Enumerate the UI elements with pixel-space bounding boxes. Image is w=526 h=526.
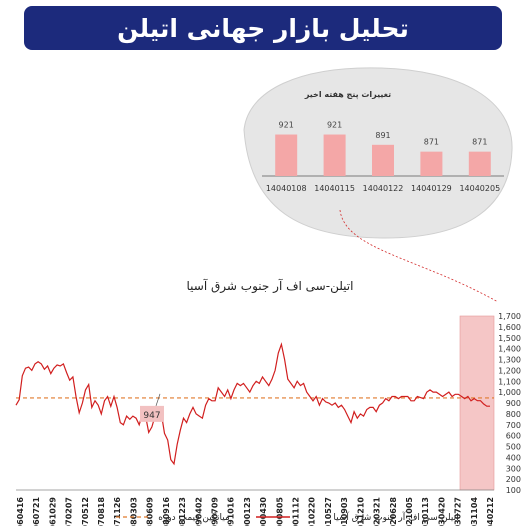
y-tick-label: 700 [506,421,521,430]
inset-category-label: 14040108 [266,184,307,193]
average-annotation: 947 [140,405,164,422]
inset-category-label: 14040205 [459,184,500,193]
inset-value-label: 921 [279,121,294,130]
page-title: تحلیل بازار جهانی اتیلن [24,6,502,50]
price-line [15,342,490,466]
inset-value-label: 921 [327,121,342,130]
x-tick-label: 14030113 [421,497,430,526]
x-tick-label: 14030727 [454,497,463,526]
main-chart-title: اتیلن-سی اف آر جنوب شرق آسیا [187,278,354,294]
x-tick-label: 13980609 [146,497,155,526]
x-tick-label: 14000430 [259,497,268,526]
y-tick-label: 1,200 [498,366,521,375]
annotation-leader [155,393,161,406]
y-tick-label: 300 [506,464,521,473]
x-axis: 13960416 13960721 13961029 13970207 13970512… [16,497,495,526]
y-tick-label: 1,300 [498,356,521,365]
x-tick-label: 14000123 [243,497,252,526]
x-tick-label: 13980303 [129,497,138,526]
x-tick-label: 13990709 [210,497,219,526]
inset-bars [275,134,491,176]
x-tick-label: 14010220 [308,497,317,526]
x-tick-label: 14020628 [389,497,398,526]
x-tick-label: 14040212 [486,497,495,526]
y-tick-label: 500 [506,443,521,452]
y-tick-label: 1,600 [498,323,521,332]
y-tick-label: 1,100 [498,377,521,386]
x-tick-label: 14010527 [324,497,333,526]
y-tick-label: 200 [506,475,521,484]
inset-value-label: 871 [424,138,439,147]
inset-value-label: 871 [472,138,487,147]
legend-label-price: اتیلن-سی اف آر جنوب شرق آسیا [333,511,458,523]
x-tick-label: 13960416 [16,497,25,526]
x-tick-label: 14031104 [470,497,479,526]
legend-label-average: میانگین قیمت دوره [158,511,230,523]
inset-labels: 921 14040108 921 14040115 891 14040122 871 1404… [266,121,500,193]
x-tick-label: 13980916 [162,497,171,526]
inset-bar [275,134,298,176]
x-tick-label: 14010903 [340,497,349,526]
x-tick-label: 14000805 [275,497,284,526]
x-tick-label: 13970818 [97,497,106,526]
inset-bar [420,151,443,176]
average-annotation-label: 947 [143,411,160,421]
y-tick-label: 1,400 [498,345,521,354]
inset-bar [372,144,394,176]
x-tick-label: 13961029 [48,497,57,526]
y-tick-label: 1,500 [498,334,521,343]
inset-category-label: 14040115 [314,184,355,193]
y-tick-label: 800 [506,410,521,419]
y-tick-label: 1,700 [498,312,521,321]
y-tick-label: 1,000 [498,388,521,397]
x-tick-label: 14011210 [356,497,365,526]
inset-bar [468,151,491,176]
average-annotation-box [140,405,164,422]
inset-category-label: 14040122 [363,184,404,193]
inset-category-label: 14040129 [411,184,452,193]
legend: اتیلن-سی اف آر جنوب شرق آسیا میانگین قیم… [116,511,459,523]
x-tick-label: 13971126 [113,497,122,526]
y-tick-label: 400 [506,453,521,462]
x-tick-label: 14001112 [292,497,301,526]
inset-value-label: 891 [375,131,390,140]
recent-period-highlight [459,315,495,491]
inset-title: تغییرات پنج هفته اخیر [304,90,391,99]
y-tick-label: 100 [506,486,521,495]
y-tick-label: 600 [506,432,521,441]
x-tick-label: 14020321 [373,497,382,526]
x-tick-label: 13970512 [81,497,90,526]
x-tick-label: 13960721 [32,497,41,526]
x-tick-label: 14030420 [437,497,446,526]
x-tick-label: 13991016 [227,497,236,526]
x-tick-label: 13990402 [194,497,203,526]
x-tick-label: 13970207 [65,497,74,526]
x-tick-label: 14021005 [405,497,414,526]
y-tick-label: 900 [506,399,521,408]
recent-weeks-inset: تغییرات پنج هفته اخیر 921 14040108 921 1404… [243,67,513,239]
x-tick-label: 13981223 [178,497,187,526]
inset-bar [323,134,346,176]
